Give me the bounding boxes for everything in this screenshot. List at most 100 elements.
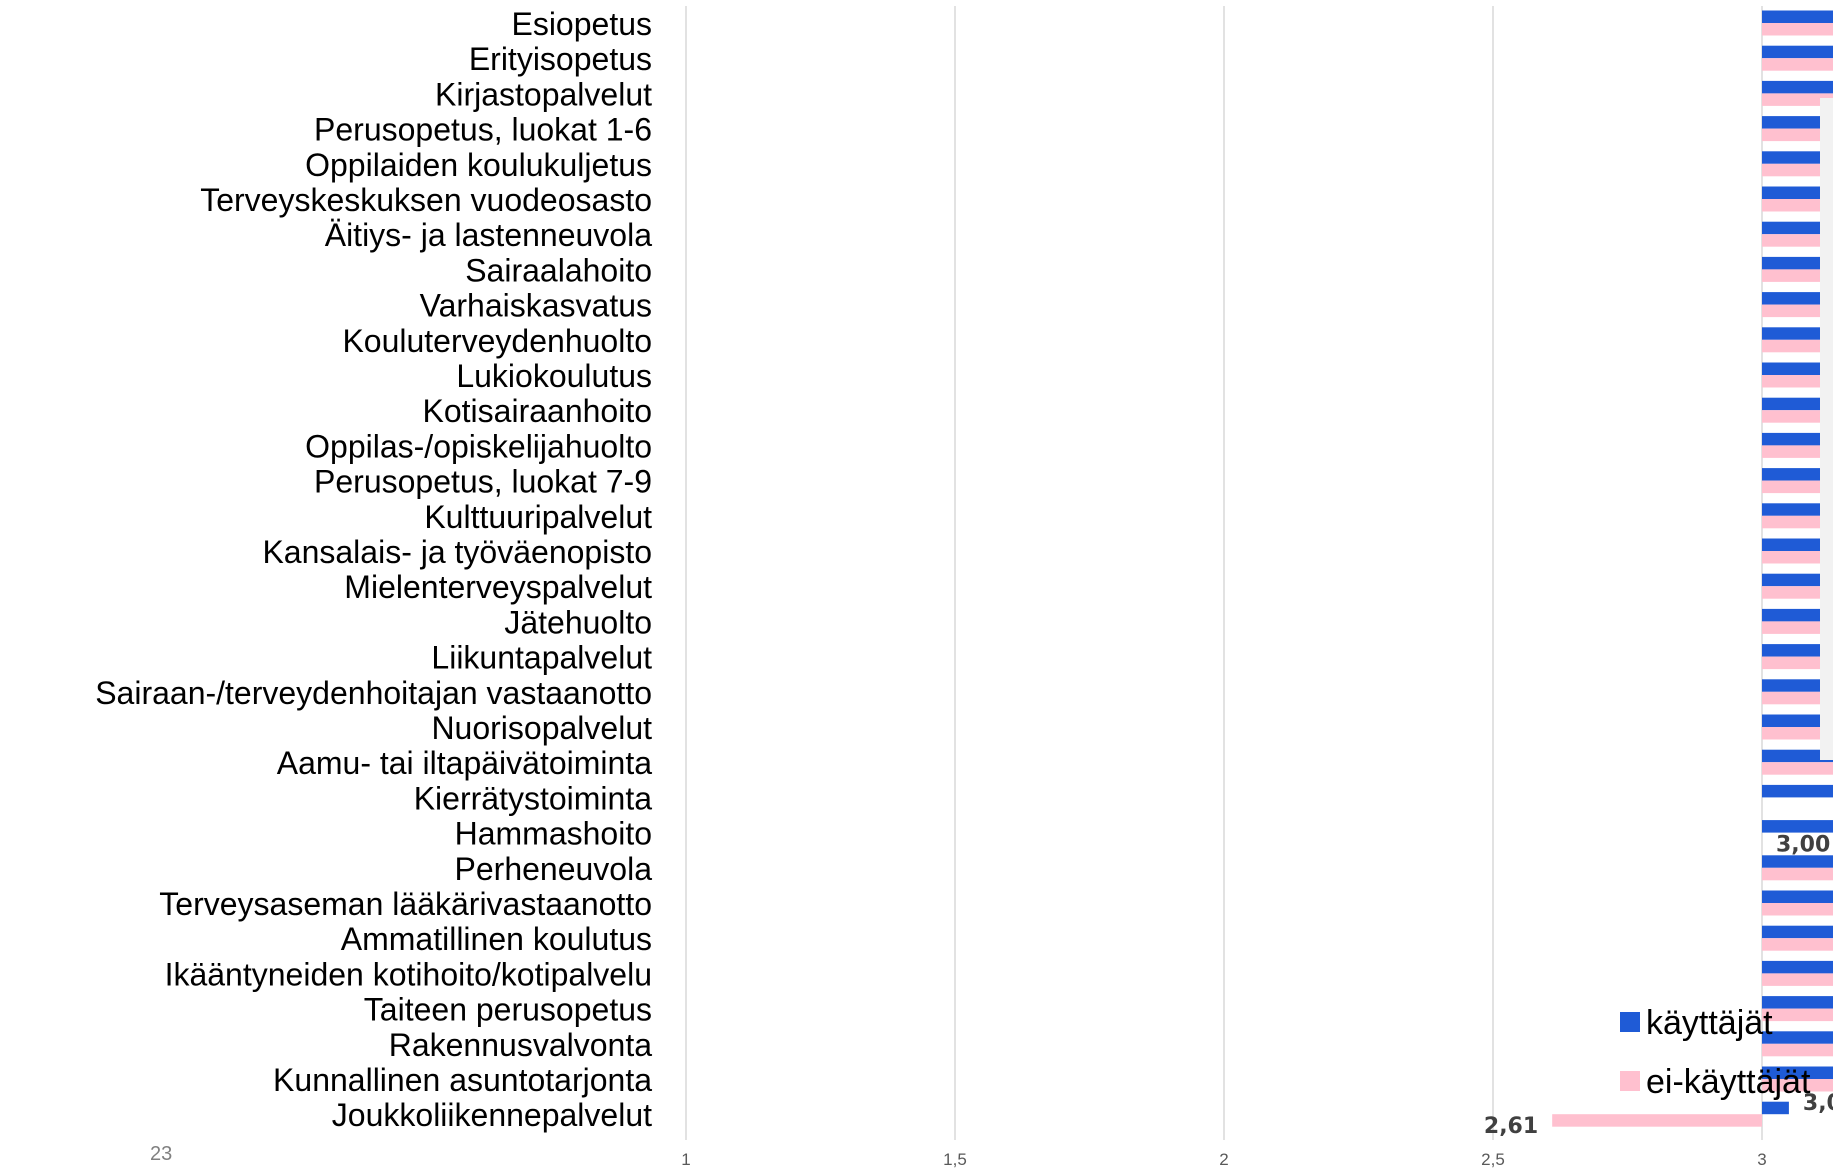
bar-kayttajat	[1762, 573, 1833, 587]
bar-ei-kayttajat	[1762, 867, 1833, 881]
bar-ei-kayttajat	[1762, 410, 1833, 423]
category-label: Ammatillinen koulutus	[341, 921, 652, 957]
category-label: Erityisopetus	[469, 41, 652, 77]
category-label: Hammashoito	[455, 816, 652, 852]
bar-kayttajat	[1762, 45, 1833, 59]
side-panel-edge	[1820, 98, 1833, 760]
bar-ei-kayttajat	[1762, 445, 1833, 458]
bar-kayttajat	[1762, 186, 1833, 199]
bar-kayttajat	[1762, 397, 1833, 411]
bar-kayttajat	[1762, 256, 1833, 270]
x-tick-label: 2	[1219, 1150, 1228, 1168]
bar-ei-kayttajat	[1762, 1079, 1833, 1092]
bar-kayttajat	[1762, 890, 1833, 903]
bar-kayttajat	[1762, 116, 1833, 129]
category-label: Lukiokoulutus	[456, 358, 652, 394]
category-label: Aamu- tai iltapäivätoiminta	[277, 745, 652, 781]
bar-ei-kayttajat	[1762, 586, 1833, 599]
legend-swatch-ei-kayttajat	[1620, 1071, 1640, 1091]
page-number: 23	[150, 1143, 172, 1165]
category-label: Varhaiskasvatus	[420, 288, 652, 324]
bar-ei-kayttajat	[1762, 691, 1833, 705]
x-tick-label: 1	[681, 1150, 690, 1168]
category-label: Liikuntapalvelut	[431, 640, 652, 676]
category-label: Kirjastopalvelut	[435, 76, 652, 112]
bar-kayttajat	[1762, 221, 1833, 235]
category-label: Perusopetus, luokat 7-9	[314, 464, 652, 500]
bar-ei-kayttajat	[1762, 480, 1833, 494]
bar-kayttajat	[1762, 1101, 1789, 1115]
value-labels: 4,633,824,603,544,544,084,533,804,503,72…	[1484, 833, 1833, 1140]
bar-kayttajat	[1762, 749, 1833, 763]
grid-lines	[685, 6, 1763, 1140]
bar-kayttajat	[1762, 1066, 1833, 1079]
x-tick-label: 1,5	[943, 1150, 967, 1168]
category-label: Perheneuvola	[455, 851, 653, 887]
legend: käyttäjät ei-käyttäjät	[1620, 1004, 1811, 1101]
bars	[1552, 10, 1833, 1127]
value-label-kayttajat: 3,05	[1803, 1091, 1833, 1116]
bar-ei-kayttajat	[1762, 23, 1833, 36]
bar-kayttajat	[1762, 1031, 1833, 1044]
legend-swatch-kayttajat	[1620, 1012, 1640, 1032]
category-label: Oppilaiden koulukuljetus	[305, 147, 652, 183]
bar-kayttajat	[1762, 151, 1833, 164]
category-label: Äitiys- ja lastenneuvola	[325, 217, 652, 253]
bar-ei-kayttajat	[1762, 199, 1833, 212]
category-label: Nuorisopalvelut	[431, 710, 652, 746]
category-label: Jätehuolto	[504, 604, 652, 640]
bar-kayttajat	[1762, 538, 1833, 551]
bar-ei-kayttajat	[1762, 656, 1833, 670]
bar-ei-kayttajat	[1762, 515, 1833, 529]
bar-ei-kayttajat	[1762, 58, 1833, 71]
legend-label-kayttajat: käyttäjät	[1646, 1004, 1773, 1042]
category-label: Mielenterveyspalvelut	[344, 569, 652, 605]
category-label: Sairaalahoito	[465, 252, 652, 288]
category-label: Perusopetus, luokat 1-6	[314, 112, 652, 148]
bar-kayttajat	[1762, 996, 1833, 1009]
x-tick-label: 3	[1757, 1150, 1766, 1168]
category-label: Ikääntyneiden kotihoito/kotipalvelu	[165, 956, 652, 992]
category-label: Esiopetus	[511, 6, 652, 42]
bar-ei-kayttajat	[1762, 762, 1833, 775]
value-label-ei-kayttajat: 2,61	[1484, 1114, 1538, 1139]
bar-ei-kayttajat	[1552, 1114, 1762, 1127]
bar-kayttajat	[1762, 80, 1833, 94]
category-label: Taiteen perusopetus	[364, 992, 652, 1028]
category-label: Kierrätystoiminta	[414, 780, 653, 816]
bar-kayttajat	[1762, 503, 1833, 516]
legend-label-ei-kayttajat: ei-käyttäjät	[1646, 1063, 1811, 1101]
bar-ei-kayttajat	[1762, 339, 1833, 353]
bar-ei-kayttajat	[1762, 234, 1833, 247]
bar-ei-kayttajat	[1762, 375, 1833, 388]
bar-ei-kayttajat	[1762, 727, 1833, 740]
bar-ei-kayttajat	[1762, 938, 1833, 951]
bar-ei-kayttajat	[1762, 551, 1833, 564]
category-label: Joukkoliikennepalvelut	[332, 1097, 652, 1133]
bar-kayttajat	[1762, 432, 1833, 446]
bar-ei-kayttajat	[1762, 128, 1833, 142]
bar-kayttajat	[1762, 327, 1833, 340]
category-label: Rakennusvalvonta	[389, 1027, 652, 1063]
category-label: Sairaan-/terveydenhoitajan vastaanotto	[95, 675, 652, 711]
category-label: Kouluterveydenhuolto	[342, 323, 652, 359]
bar-kayttajat	[1762, 784, 1833, 798]
bar-kayttajat	[1762, 714, 1833, 727]
bar-ei-kayttajat	[1762, 163, 1833, 177]
bar-kayttajat	[1762, 855, 1833, 868]
bar-kayttajat	[1762, 644, 1833, 657]
category-label: Oppilas-/opiskelijahuolto	[305, 428, 652, 464]
bar-ei-kayttajat	[1762, 1008, 1833, 1022]
bar-kayttajat	[1762, 10, 1833, 23]
bar-ei-kayttajat	[1762, 269, 1833, 282]
bar-kayttajat	[1762, 468, 1833, 481]
bar-ei-kayttajat	[1762, 1043, 1833, 1057]
x-tick-label: 2,5	[1481, 1150, 1505, 1168]
x-axis-ticks: 11,522,533,544,55	[681, 1150, 1766, 1168]
category-label: Terveyskeskuksen vuodeosasto	[200, 182, 652, 218]
bar-ei-kayttajat	[1762, 93, 1833, 106]
bar-ei-kayttajat	[1762, 621, 1833, 634]
category-labels: EsiopetusErityisopetusKirjastopalvelutPe…	[95, 6, 652, 1133]
